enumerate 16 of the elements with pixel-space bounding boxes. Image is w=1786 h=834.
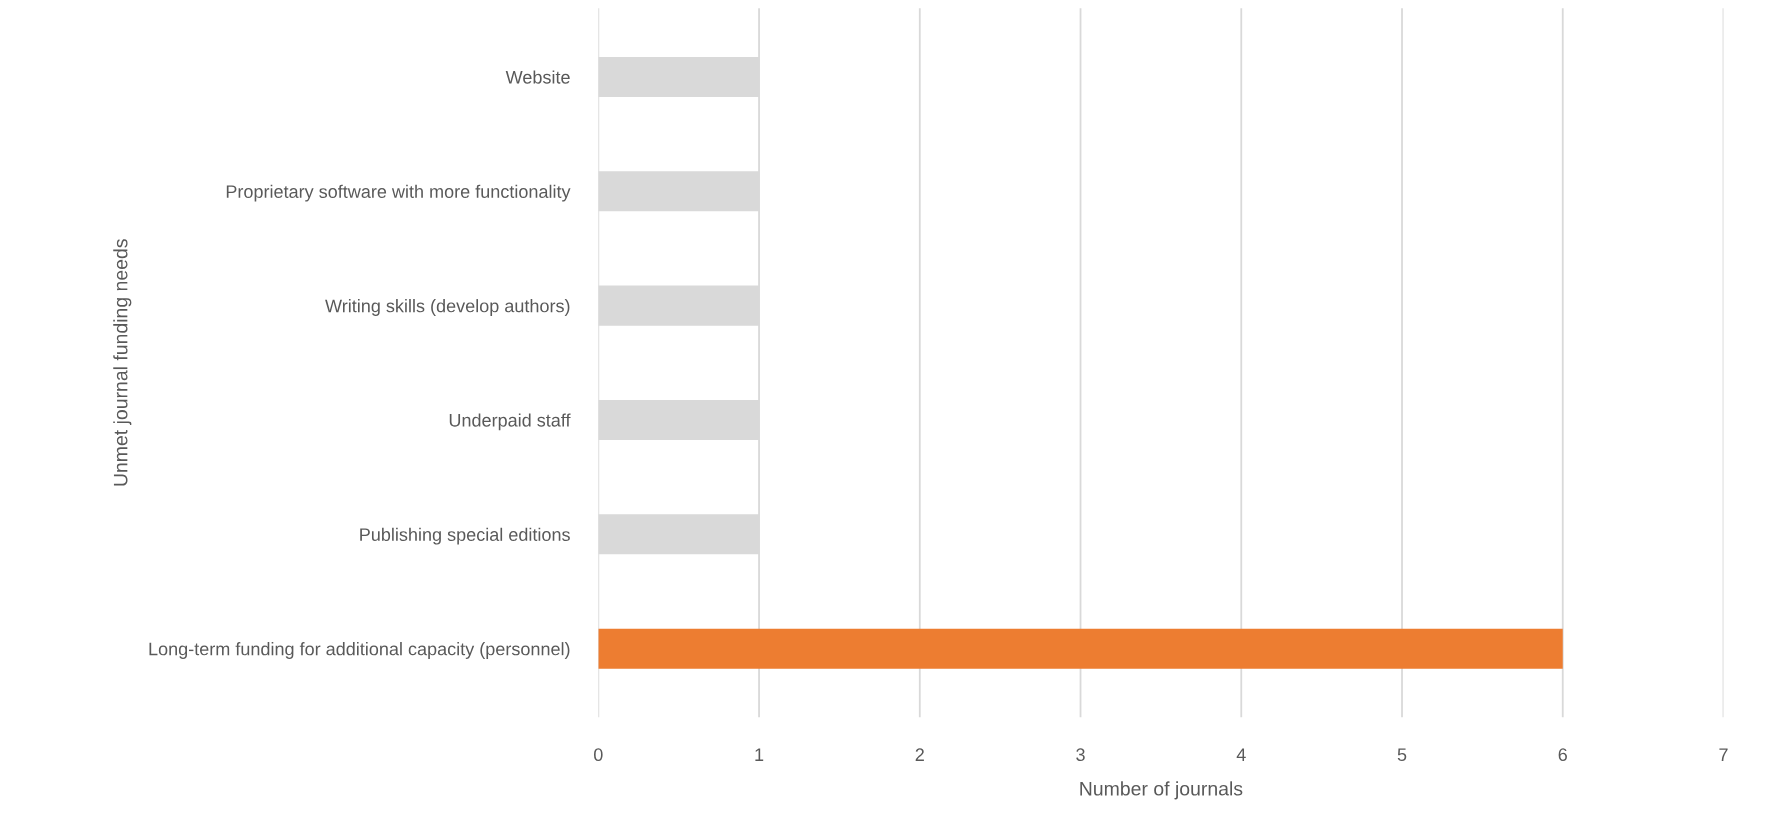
y-axis-title: Unmet journal funding needs (113, 239, 132, 486)
x-axis-title: Number of journals (1080, 781, 1243, 800)
x-tick-label: 6 (1558, 748, 1567, 762)
x-tick-label: 2 (915, 748, 924, 761)
x-tick-label: 3 (1076, 748, 1085, 762)
y-tick-label: Writing skills (develop authors) (325, 299, 570, 316)
x-tick-label: 0 (593, 748, 603, 762)
x-tick-label: 1 (755, 748, 764, 761)
y-tick-label: Underpaid staff (449, 413, 571, 431)
x-tick-label: 4 (1236, 748, 1246, 761)
y-tick-label: Long-term funding for additional capacity (personnel) (149, 642, 570, 659)
y-tick-label: Proprietary software with more functionality (226, 184, 571, 202)
x-tick-label: 7 (1719, 748, 1728, 761)
x-tick-label: 5 (1397, 748, 1407, 762)
y-tick-label: Publishing special editions (360, 527, 570, 545)
y-tick-label: Website (505, 70, 570, 84)
